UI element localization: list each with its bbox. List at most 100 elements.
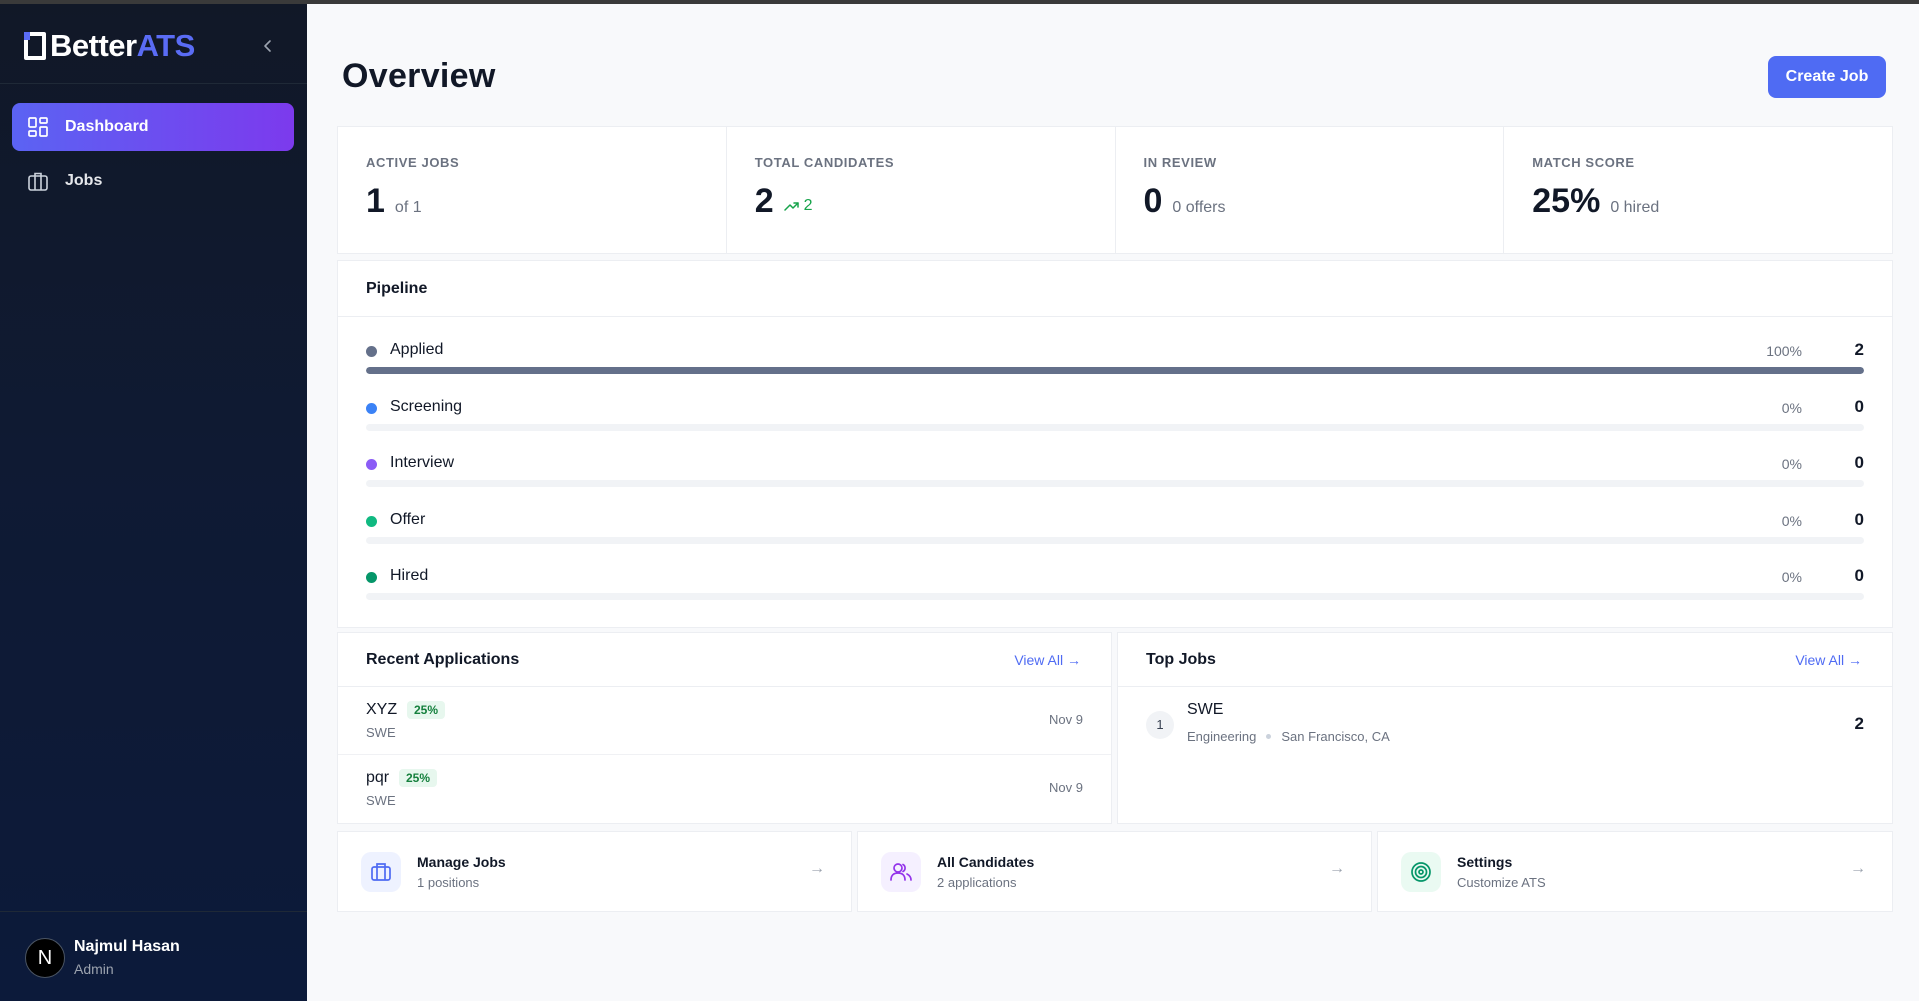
brand-name: BetterATS [50,28,195,64]
job-title: SWE [1187,701,1224,718]
candidate-name: pqr [366,769,390,786]
view-all-label: View All [1014,652,1064,668]
candidate-job: SWE [366,725,396,740]
stats-row: ACTIVE JOBS 1 of 1 TOTAL CANDIDATES 2 2 … [337,126,1893,254]
quick-link-title: Manage Jobs [417,854,506,870]
recent-applications-card: Recent Applications View All → XYZ 25% SWE… [337,632,1112,824]
status-dot [366,346,377,357]
stat-value: 25% 0 hired [1532,182,1659,221]
stat-trend-value: 2 [803,197,813,214]
pipeline-stage-interview: Interview 0% 0 [366,444,1864,501]
brand-name-part2: ATS [136,28,196,63]
brand-logo[interactable]: BetterATS [24,28,195,64]
users-icon [881,852,921,892]
list-item[interactable]: pqr 25% SWE Nov 9 [338,755,1111,823]
progress-bar [366,593,1864,600]
quick-link-settings[interactable]: Settings Customize ATS → [1377,831,1893,912]
stage-name: Interview [390,454,455,471]
window-top-border [0,0,1919,4]
user-profile[interactable]: N Najmul Hasan Admin [0,911,307,1001]
pipeline-title: Pipeline [338,261,1892,317]
user-name: Najmul Hasan [74,938,180,955]
logo-row: BetterATS [0,4,307,84]
status-dot [366,515,377,527]
sidebar-item-label: Jobs [65,172,103,189]
status-dot [366,459,377,470]
brand-name-part1: Better [50,28,137,63]
application-date: Nov 9 [1049,712,1083,727]
user-role: Admin [74,961,114,977]
stage-count: 0 [1854,509,1864,529]
top-jobs-view-all-link[interactable]: View All → [1795,652,1862,668]
pipeline-stage-offer: Offer 0% 0 [366,501,1864,558]
pipeline-stage-hired: Hired 0% 0 [366,557,1864,614]
main-content: Overview Create Job ACTIVE JOBS 1 of 1 T… [307,4,1919,1001]
arrow-right-icon: → [809,860,825,877]
briefcase-icon [27,170,49,192]
quick-link-title: All Candidates [937,854,1035,870]
recent-view-all-link[interactable]: View All → [1014,652,1081,668]
stat-label: MATCH SCORE [1532,155,1635,170]
sidebar-item-dashboard[interactable]: Dashboard [12,103,294,151]
quick-link-manage-jobs[interactable]: Manage Jobs 1 positions → [337,831,852,912]
stat-label: IN REVIEW [1143,155,1217,170]
stat-in-review: IN REVIEW 0 0 offers [1116,127,1505,253]
candidate-job: SWE [366,793,396,808]
progress-fill [366,367,1864,374]
stat-number: 1 [366,182,385,220]
stat-value: 2 2 [755,182,813,221]
quick-link-title: Settings [1457,854,1513,870]
recent-applications-list: XYZ 25% SWE Nov 9 pqr 25% SWE Nov 9 [338,687,1111,823]
quick-link-all-candidates[interactable]: All Candidates 2 applications → [857,831,1372,912]
pipeline-card: Pipeline Applied 100% 2 Screening 0% 0 Intervi… [337,260,1893,628]
card-header: Recent Applications View All → [338,633,1111,687]
card-title: Top Jobs [1146,651,1216,668]
progress-bar [366,367,1864,374]
progress-bar [366,480,1864,487]
chevron-left-icon[interactable] [258,34,278,58]
stat-number: 0 [1143,182,1163,220]
avatar: N [25,938,65,978]
stage-count: 0 [1854,453,1864,472]
stage-name: Hired [390,567,429,584]
pipeline-stage-screening: Screening 0% 0 [366,388,1864,445]
stage-count: 0 [1854,566,1864,585]
job-location: San Francisco, CA [1281,729,1390,744]
stat-sub: of 1 [394,199,422,216]
stage-count: 2 [1854,340,1864,359]
stage-name: Applied [390,341,444,358]
job-applicant-count: 2 [1854,714,1864,733]
stat-sub: 0 hired [1610,199,1660,216]
stage-percent: 0% [1781,456,1802,472]
job-department: Engineering [1187,729,1257,744]
stat-sub: 0 offers [1172,199,1226,216]
status-dot [366,572,377,583]
stage-count: 0 [1854,396,1864,416]
briefcase-icon [361,852,401,892]
arrow-right-icon: → [1329,860,1345,877]
arrow-right-icon: → [1067,652,1081,668]
pipeline-stage-applied: Applied 100% 2 [366,331,1864,388]
stat-trend: 2 [783,197,813,215]
list-item[interactable]: 1 SWE Engineering San Francisco, CA 2 [1118,687,1892,763]
arrow-right-icon: → [1850,860,1866,877]
job-meta: Engineering San Francisco, CA [1187,729,1390,744]
progress-bar [366,423,1864,431]
quick-link-sub: 1 positions [417,875,480,890]
target-icon [1401,852,1441,892]
create-job-button[interactable]: Create Job [1768,56,1886,98]
stat-value: 0 0 offers [1144,182,1226,221]
stat-label: ACTIVE JOBS [366,155,460,170]
sidebar-item-jobs[interactable]: Jobs [12,157,294,205]
dot-separator [1266,734,1272,739]
stat-match-score: MATCH SCORE 25% 0 hired [1504,127,1892,253]
quick-link-sub: Customize ATS [1457,875,1546,890]
stage-percent: 100% [1766,343,1802,359]
stat-total-candidates: TOTAL CANDIDATES 2 2 [727,127,1116,253]
list-item[interactable]: XYZ 25% SWE Nov 9 [338,687,1111,755]
stat-label: TOTAL CANDIDATES [754,155,895,170]
match-score-badge: 25% [399,769,438,787]
stage-percent: 0% [1781,512,1802,529]
stat-value: 1 of 1 [366,182,422,221]
top-jobs-card: Top Jobs View All → 1 SWE Engineering Sa… [1117,632,1893,824]
